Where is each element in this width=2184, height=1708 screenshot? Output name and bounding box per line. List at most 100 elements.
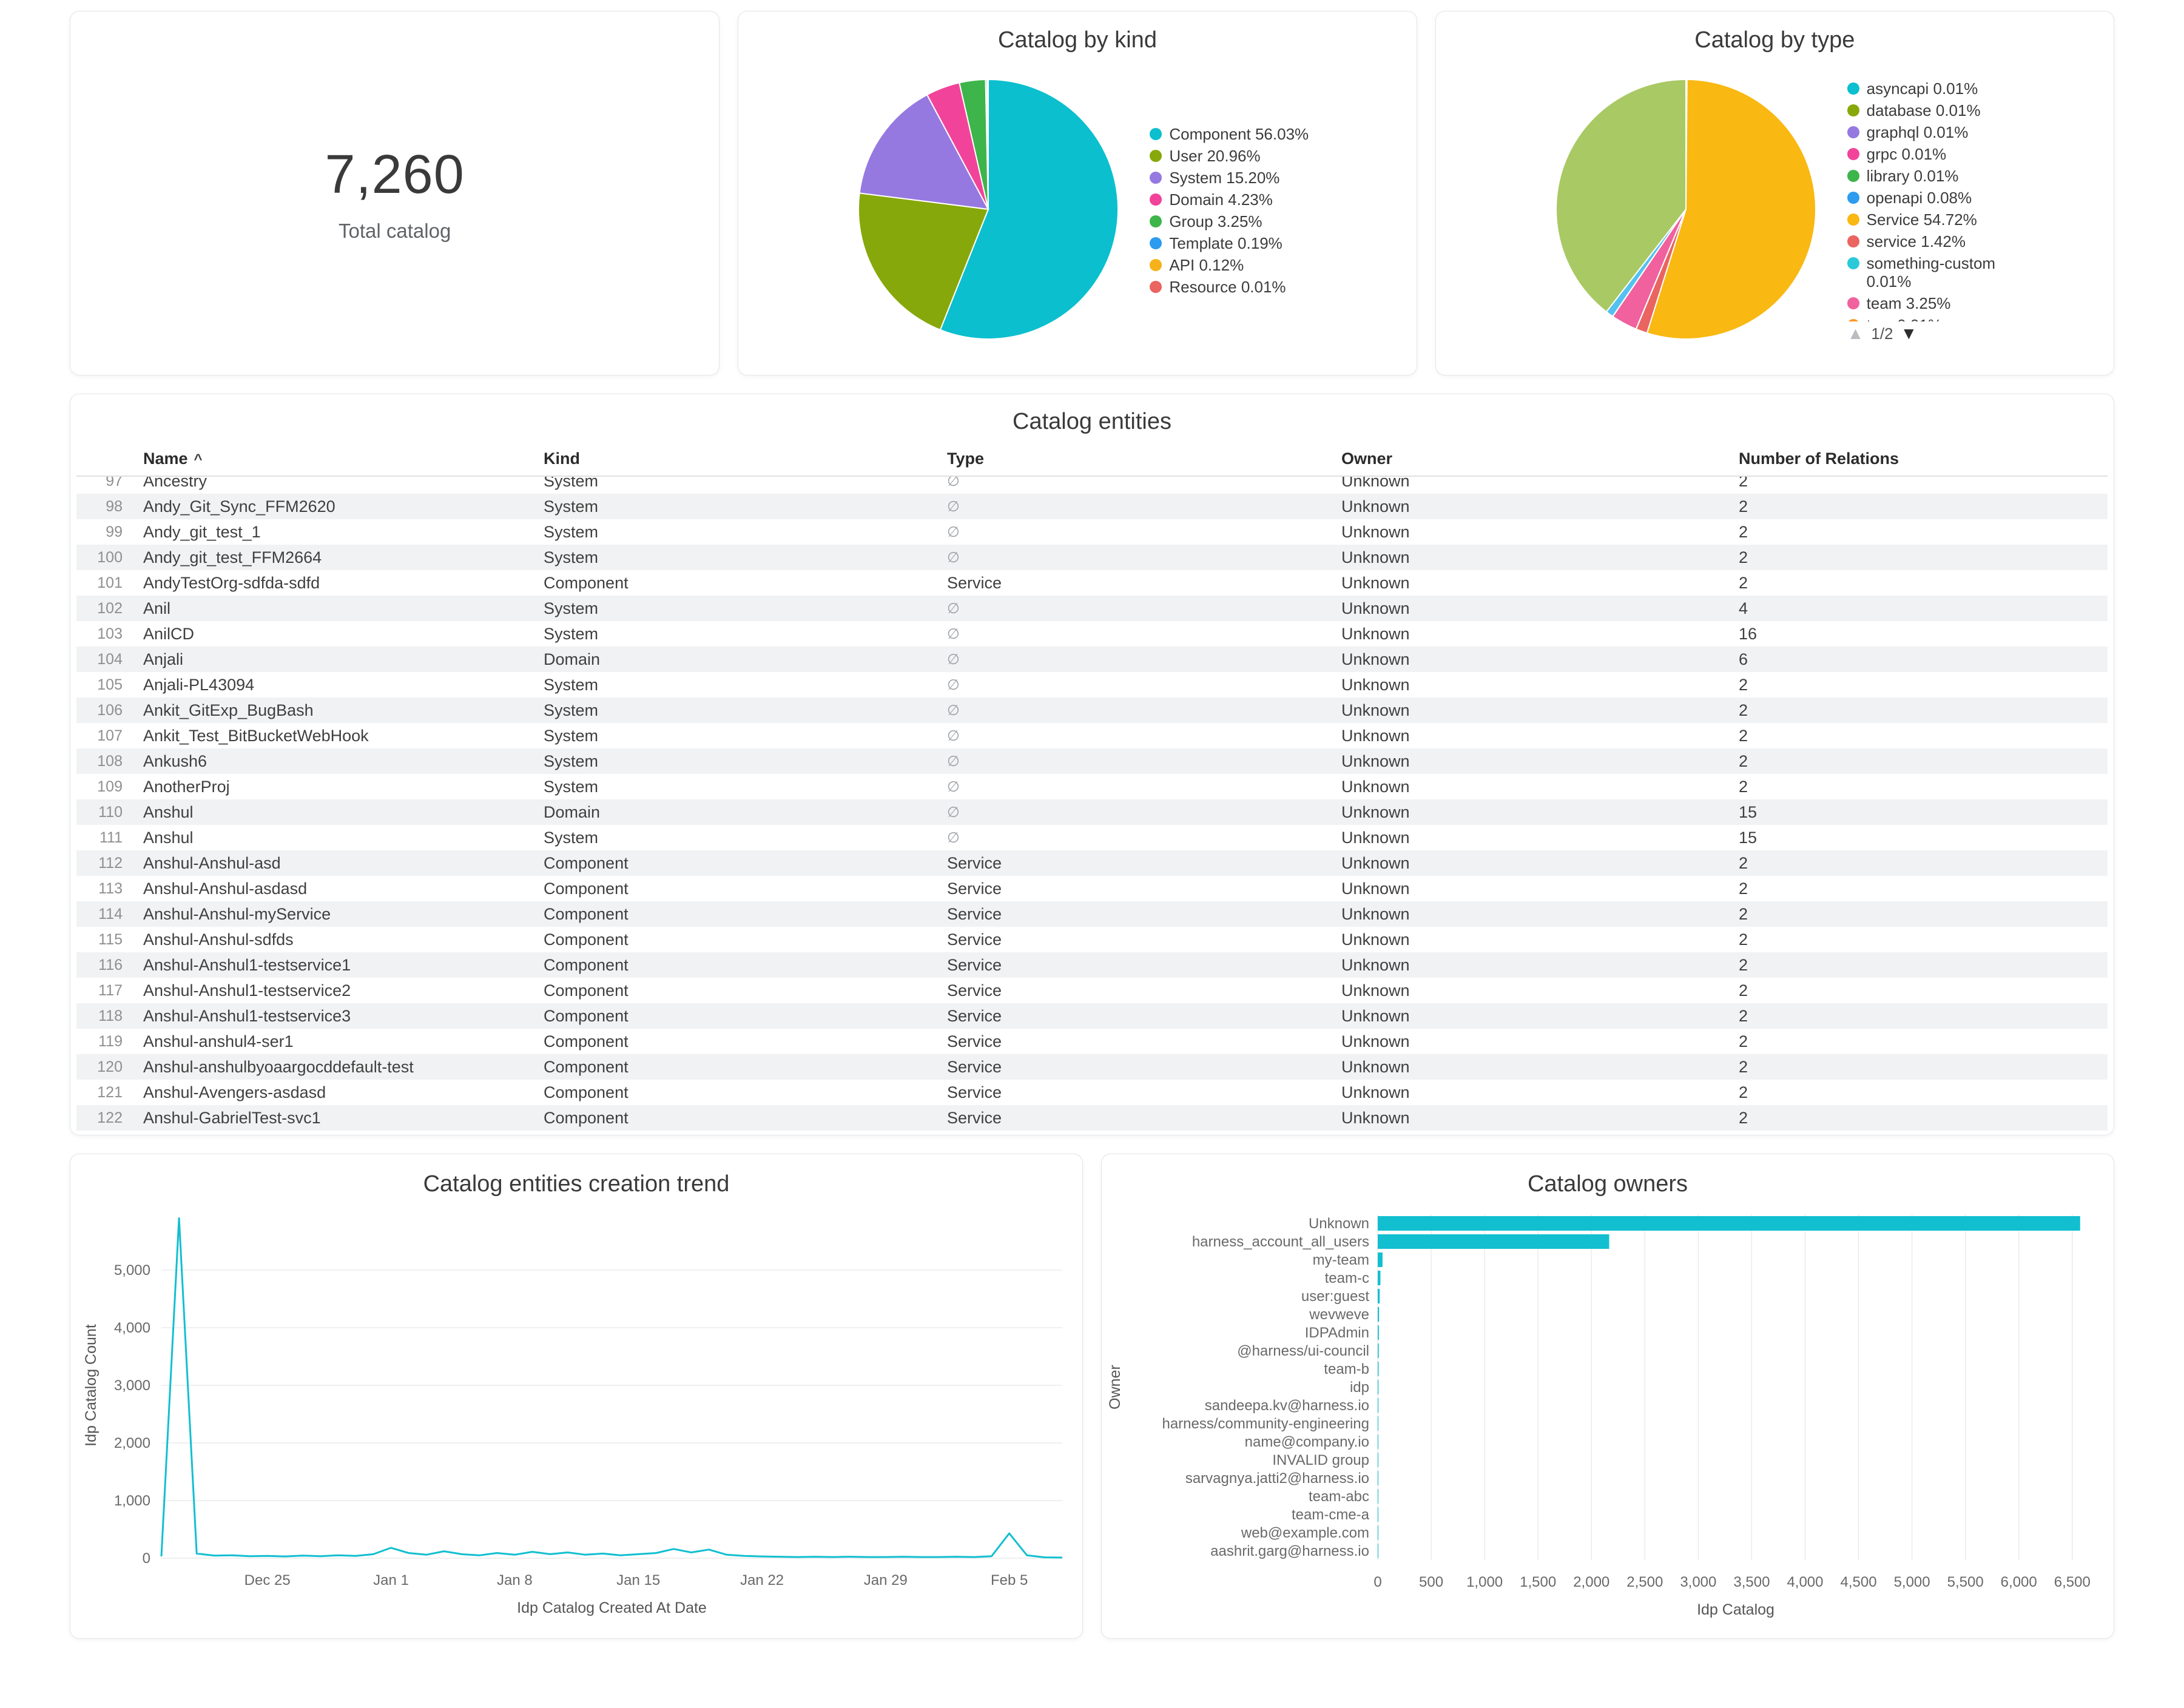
table-row[interactable]: 120 Anshul-anshulbyoaargocddefault-test Co…: [76, 1054, 2108, 1080]
bar-my-team[interactable]: [1378, 1252, 1383, 1267]
category-label: team-abc: [1309, 1488, 1369, 1505]
cell-kind: System: [544, 777, 599, 796]
legend-item[interactable]: Group 3.25%: [1150, 212, 1309, 230]
legend-item[interactable]: grpc 0.01%: [1847, 145, 2017, 163]
cell-num: 120: [97, 1058, 123, 1075]
cell-kind: Component: [544, 853, 629, 872]
legend-page-down-icon[interactable]: ▼: [1900, 324, 1918, 343]
trend-line-series[interactable]: [160, 1217, 1063, 1559]
cell-owner: Unknown: [1341, 777, 1410, 796]
table-row[interactable]: 102 Anil System ∅ Unknown 4: [76, 596, 2108, 621]
pie-slice-other[interactable]: [1555, 78, 1687, 312]
x-tick-label: Jan 22: [740, 1572, 784, 1589]
table-row[interactable]: 113 Anshul-Anshul-asdasd Component Service U…: [76, 876, 2108, 901]
legend-item[interactable]: openapi 0.08%: [1847, 189, 2017, 207]
column-header-type[interactable]: Type: [935, 443, 1329, 477]
bar-IDPAdmin[interactable]: [1378, 1325, 1379, 1340]
catalog-owners-chart: 0 500 1,000 1,500 2,000 2,500 3,000 3,500 4,000 4…: [1102, 1197, 2114, 1638]
legend-label: trpc 0.01%: [1867, 316, 1942, 321]
legend-item[interactable]: Resource 0.01%: [1150, 278, 1309, 296]
legend-item[interactable]: API 0.12%: [1150, 256, 1309, 274]
table-row[interactable]: 106 Ankit_GitExp_BugBash System ∅ Unknown 2: [76, 698, 2108, 723]
legend-label: Group 3.25%: [1169, 212, 1262, 230]
cell-name: Ankit_GitExp_BugBash: [143, 701, 314, 719]
bottom-row: Catalog entities creation trend 0 1,000 2,…: [70, 1154, 2114, 1639]
legend-label: Service 54.72%: [1866, 210, 1977, 229]
table-row[interactable]: 111 Anshul System ∅ Unknown 15: [76, 825, 2108, 850]
legend-item[interactable]: Service 54.72%: [1847, 210, 2017, 229]
total-catalog-value: 7,260: [325, 144, 465, 205]
bar-wevweve[interactable]: [1378, 1307, 1380, 1322]
table-row[interactable]: 103 AnilCD System ∅ Unknown 16: [76, 621, 2108, 647]
legend-item[interactable]: Domain 4.23%: [1150, 190, 1309, 209]
pie-slice-Service[interactable]: [1646, 78, 1816, 340]
cell-kind: System: [544, 828, 599, 847]
pie-slice-User[interactable]: [858, 192, 989, 331]
legend-item[interactable]: graphql 0.01%: [1847, 123, 2017, 141]
table-row[interactable]: 97 Ancestry System ∅ Unknown 2: [76, 477, 2108, 494]
cell-num: 117: [98, 981, 123, 999]
legend-dot-icon: [1150, 259, 1162, 271]
pie-slice-System[interactable]: [858, 93, 990, 210]
table-row[interactable]: 114 Anshul-Anshul-myService Component Servi…: [76, 901, 2108, 927]
bar-@harness/ui-council[interactable]: [1378, 1343, 1379, 1358]
cell-kind: System: [544, 726, 599, 745]
legend-item[interactable]: asyncapi 0.01%: [1847, 79, 2017, 98]
table-row[interactable]: 118 Anshul-Anshul1-testservice3 Component S…: [76, 1003, 2108, 1029]
table-row[interactable]: 112 Anshul-Anshul-asd Component Service Unkn…: [76, 850, 2108, 876]
table-row[interactable]: 108 Ankush6 System ∅ Unknown 2: [76, 748, 2108, 774]
x-tick-label: Jan 15: [616, 1572, 660, 1589]
table-row[interactable]: 109 AnotherProj System ∅ Unknown 2: [76, 774, 2108, 799]
category-label: INVALID group: [1272, 1452, 1369, 1468]
cell-owner: Unknown: [1329, 1131, 1727, 1135]
cell-name: Anshul-Anshul-asdasd: [143, 879, 308, 898]
legend-item[interactable]: Template 0.19%: [1150, 234, 1309, 252]
pie-slice-Component[interactable]: [939, 78, 1119, 340]
table-row[interactable]: 104 Anjali Domain ∅ Unknown 6: [76, 647, 2108, 672]
cell-relations: 2: [1739, 1057, 1748, 1076]
legend-item[interactable]: team 3.25%: [1847, 294, 2017, 312]
legend-item[interactable]: trpc 0.01%: [1847, 316, 2017, 321]
table-row[interactable]: 107 Ankit_Test_BitBucketWebHook System ∅ Unk…: [76, 723, 2108, 748]
legend-item[interactable]: System 15.20%: [1150, 169, 1309, 187]
cell-owner: Unknown: [1341, 1057, 1410, 1076]
legend-page-up-icon[interactable]: ▲: [1847, 324, 1864, 343]
table-row[interactable]: 123Anshul-Harness-testComponentServiceUn…: [76, 1131, 2108, 1135]
table-row[interactable]: 115 Anshul-Anshul-sdfds Component Service Un…: [76, 927, 2108, 952]
table-row[interactable]: 116 Anshul-Anshul1-testservice1 Component S…: [76, 952, 2108, 978]
table-row[interactable]: 99 Andy_git_test_1 System ∅ Unknown 2: [76, 519, 2108, 545]
table-row[interactable]: 122 Anshul-GabrielTest-svc1 Component Servi…: [76, 1105, 2108, 1131]
column-header-relations[interactable]: Number of Relations: [1727, 443, 2108, 477]
table-row[interactable]: 117 Anshul-Anshul1-testservice2 Component S…: [76, 978, 2108, 1003]
catalog-entities-table: 97 Ancestry System ∅ Unknown 2 98 Andy_Git_Sync…: [76, 477, 2108, 1135]
x-axis-title: Idp Catalog Created At Date: [517, 1599, 707, 1616]
table-row[interactable]: 119 Anshul-anshul4-ser1 Component Service Un…: [76, 1029, 2108, 1054]
catalog-entities-scroll-area[interactable]: 97 Ancestry System ∅ Unknown 2 98 Andy_Git_Sync…: [76, 477, 2108, 1135]
legend-dot-icon: [1847, 319, 1859, 321]
legend-item[interactable]: database 0.01%: [1847, 101, 2017, 119]
table-row[interactable]: 105 Anjali-PL43094 System ∅ Unknown 2: [76, 672, 2108, 698]
legend-item[interactable]: service 1.42%: [1847, 232, 2017, 250]
column-header-kind[interactable]: Kind: [531, 443, 935, 477]
table-row[interactable]: 100 Andy_git_test_FFM2664 System ∅ Unknown 2: [76, 545, 2108, 570]
bar-team-c[interactable]: [1378, 1271, 1381, 1285]
column-header-name[interactable]: Name ^: [131, 443, 531, 477]
cell-num: 115: [98, 930, 123, 948]
cell-kind: Domain: [544, 802, 601, 821]
legend-item[interactable]: User 20.96%: [1150, 147, 1309, 165]
cell-num: 109: [97, 778, 123, 795]
bar-harness_account_all_users[interactable]: [1378, 1234, 1609, 1249]
legend-item[interactable]: something-custom 0.01%: [1847, 254, 2017, 291]
table-row[interactable]: 101 AndyTestOrg-sdfda-sdfd Component Servic…: [76, 570, 2108, 596]
legend-item[interactable]: Component 56.03%: [1150, 125, 1309, 143]
cell-owner: Unknown: [1341, 1083, 1410, 1101]
cell-relations: 2: [1739, 522, 1748, 541]
table-row[interactable]: 121 Anshul-Avengers-asdasd Component Servic…: [76, 1080, 2108, 1105]
bar-Unknown[interactable]: [1378, 1216, 2080, 1231]
bar-user:guest[interactable]: [1378, 1289, 1380, 1303]
column-header-owner[interactable]: Owner: [1329, 443, 1727, 477]
table-row[interactable]: 98 Andy_Git_Sync_FFM2620 System ∅ Unknown 2: [76, 494, 2108, 519]
cell-name: Anshul-Anshul-myService: [143, 904, 331, 923]
legend-item[interactable]: library 0.01%: [1847, 167, 2017, 185]
table-row[interactable]: 110 Anshul Domain ∅ Unknown 15: [76, 799, 2108, 825]
